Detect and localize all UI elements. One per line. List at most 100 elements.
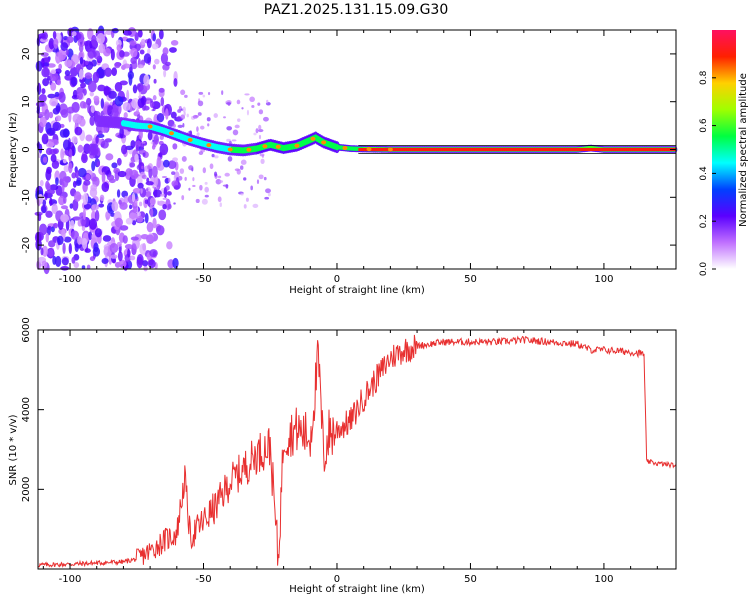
spectrogram-noise-blob	[46, 166, 52, 175]
spectrogram-noise-blob	[147, 131, 153, 141]
spectrogram-noise-blob	[211, 153, 215, 158]
spectrogram-noise-blob	[35, 60, 43, 72]
spectrogram-noise-blob	[207, 92, 211, 96]
spectrogram-noise-blob	[114, 81, 123, 92]
colorbar-tick-label: 0.8	[699, 70, 709, 85]
spectrogram-noise-blob	[59, 129, 67, 138]
spectrogram-noise-blob	[117, 170, 127, 178]
spectrogram-noise-blob	[157, 200, 160, 205]
spectrogram-noise-blob	[138, 95, 143, 99]
spectrogram-noise-blob	[50, 82, 57, 91]
spectrogram-noise-blob	[83, 203, 92, 210]
spectrogram-noise-blob	[223, 116, 226, 119]
spectrogram-noise-blob	[141, 174, 147, 180]
spectrogram-noise-blob	[37, 213, 42, 222]
spectrogram-noise-blob	[246, 109, 250, 116]
spectrogram-noise-blob	[162, 197, 168, 200]
spectrogram-noise-blob	[240, 193, 244, 196]
spectrogram-noise-blob	[170, 40, 179, 46]
spectrogram-noise-blob	[77, 33, 82, 40]
spectrogram-noise-blob	[65, 219, 70, 231]
spectrogram-hot-spot	[366, 147, 372, 152]
spectrogram-noise-blob	[110, 48, 115, 61]
snr-y-axis-label: SNR (10 * v/v)	[8, 414, 19, 485]
spectrogram-noise-blob	[146, 221, 154, 233]
spectrogram-noise-blob	[89, 187, 98, 198]
spectrogram-noise-blob	[48, 248, 54, 258]
spectrogram-noise-blob	[138, 91, 142, 97]
spectrogram-y-tick-label: -10	[21, 189, 32, 205]
spectrogram-noise-blob	[54, 91, 60, 97]
spectrogram-noise-blob	[119, 225, 129, 231]
spectrogram-noise-blob	[160, 96, 165, 107]
spectrogram-noise-blob	[206, 117, 211, 122]
spectrogram-noise-blob	[136, 196, 139, 202]
spectrogram-noise-blob	[170, 111, 177, 119]
spectrogram-noise-blob	[49, 97, 59, 107]
spectrogram-noise-blob	[146, 38, 152, 49]
spectrogram-noise-blob	[188, 165, 194, 171]
spectrogram-noise-blob	[143, 105, 150, 111]
spectrogram-noise-blob	[207, 123, 210, 127]
spectrogram-noise-blob	[140, 143, 145, 149]
spectrogram-noise-blob	[140, 38, 146, 46]
spectrogram-noise-blob	[49, 184, 59, 191]
spectrogram-noise-blob	[227, 156, 233, 162]
spectrogram-noise-blob	[145, 191, 152, 198]
spectrogram-noise-blob	[45, 210, 53, 218]
spectrogram-noise-blob	[258, 174, 264, 180]
spectrogram-noise-blob	[209, 163, 214, 170]
spectrogram-noise-blob	[152, 64, 156, 70]
spectrogram-noise-blob	[145, 181, 154, 186]
spectrogram-hot-spot	[294, 143, 300, 148]
spectrogram-noise-blob	[258, 124, 262, 131]
spectrogram-noise-blob	[132, 187, 142, 194]
spectrogram-noise-blob	[37, 152, 42, 159]
spectrogram-noise-blob	[91, 34, 97, 47]
spectrogram-noise-blob	[198, 91, 204, 95]
spectrogram-noise-blob	[50, 226, 55, 233]
spectrogram-y-axis-label: Frequency (Hz)	[8, 112, 19, 188]
spectrogram-noise-blob	[197, 112, 202, 116]
spectrogram-noise-blob	[181, 195, 185, 201]
spectrogram-noise-blob	[239, 165, 244, 170]
spectrogram-x-tick-label: -50	[195, 274, 211, 285]
colorbar-ticks: 0.0 0.2 0.4 0.6 0.8	[699, 70, 716, 276]
spectrogram-noise-blob	[77, 236, 82, 245]
spectrogram-noise-blob	[147, 48, 151, 55]
spectrogram-noise-blob	[221, 90, 224, 95]
spectrogram-noise-blob	[199, 125, 205, 130]
spectrogram-noise-blob	[42, 78, 50, 87]
spectrogram-noise-blob	[167, 177, 171, 183]
spectrogram-noise-blob	[35, 101, 45, 107]
spectrogram-noise-blob	[163, 69, 167, 78]
spectrogram-noise-blob	[162, 159, 170, 168]
spectrogram-hot-spot	[246, 147, 252, 152]
spectrogram-noise-blob	[136, 114, 141, 120]
spectrogram-frame	[37, 29, 677, 270]
spectrogram-noise-blob	[131, 219, 137, 226]
spectrogram-noise-blob	[62, 158, 67, 164]
spectrogram-noise-blob	[85, 174, 91, 181]
spectrogram-noise-blob	[151, 43, 159, 50]
spectrogram-noise-blob	[87, 48, 96, 59]
spectrogram-noise-blob	[167, 160, 177, 169]
spectrogram-noise-blob	[195, 198, 200, 204]
snr-background	[38, 330, 676, 569]
spectrogram-noise-blob	[83, 179, 91, 186]
spectrogram-noise-blob	[71, 136, 78, 144]
spectrogram-noise-blob	[55, 52, 61, 64]
spectrogram-noise-blob	[51, 203, 58, 215]
spectrogram-noise-blob	[119, 50, 125, 58]
spectrogram-noise-blob	[130, 236, 139, 241]
spectrogram-noise-blob	[122, 30, 132, 36]
spectrogram-noise-blob	[49, 197, 53, 207]
spectrogram-noise-blob	[80, 153, 88, 164]
spectrogram-noise-blob	[152, 189, 162, 198]
spectrogram-noise-blob	[71, 31, 77, 37]
spectrogram-noise-blob	[137, 182, 144, 189]
spectrogram-noise-blob	[180, 89, 186, 96]
